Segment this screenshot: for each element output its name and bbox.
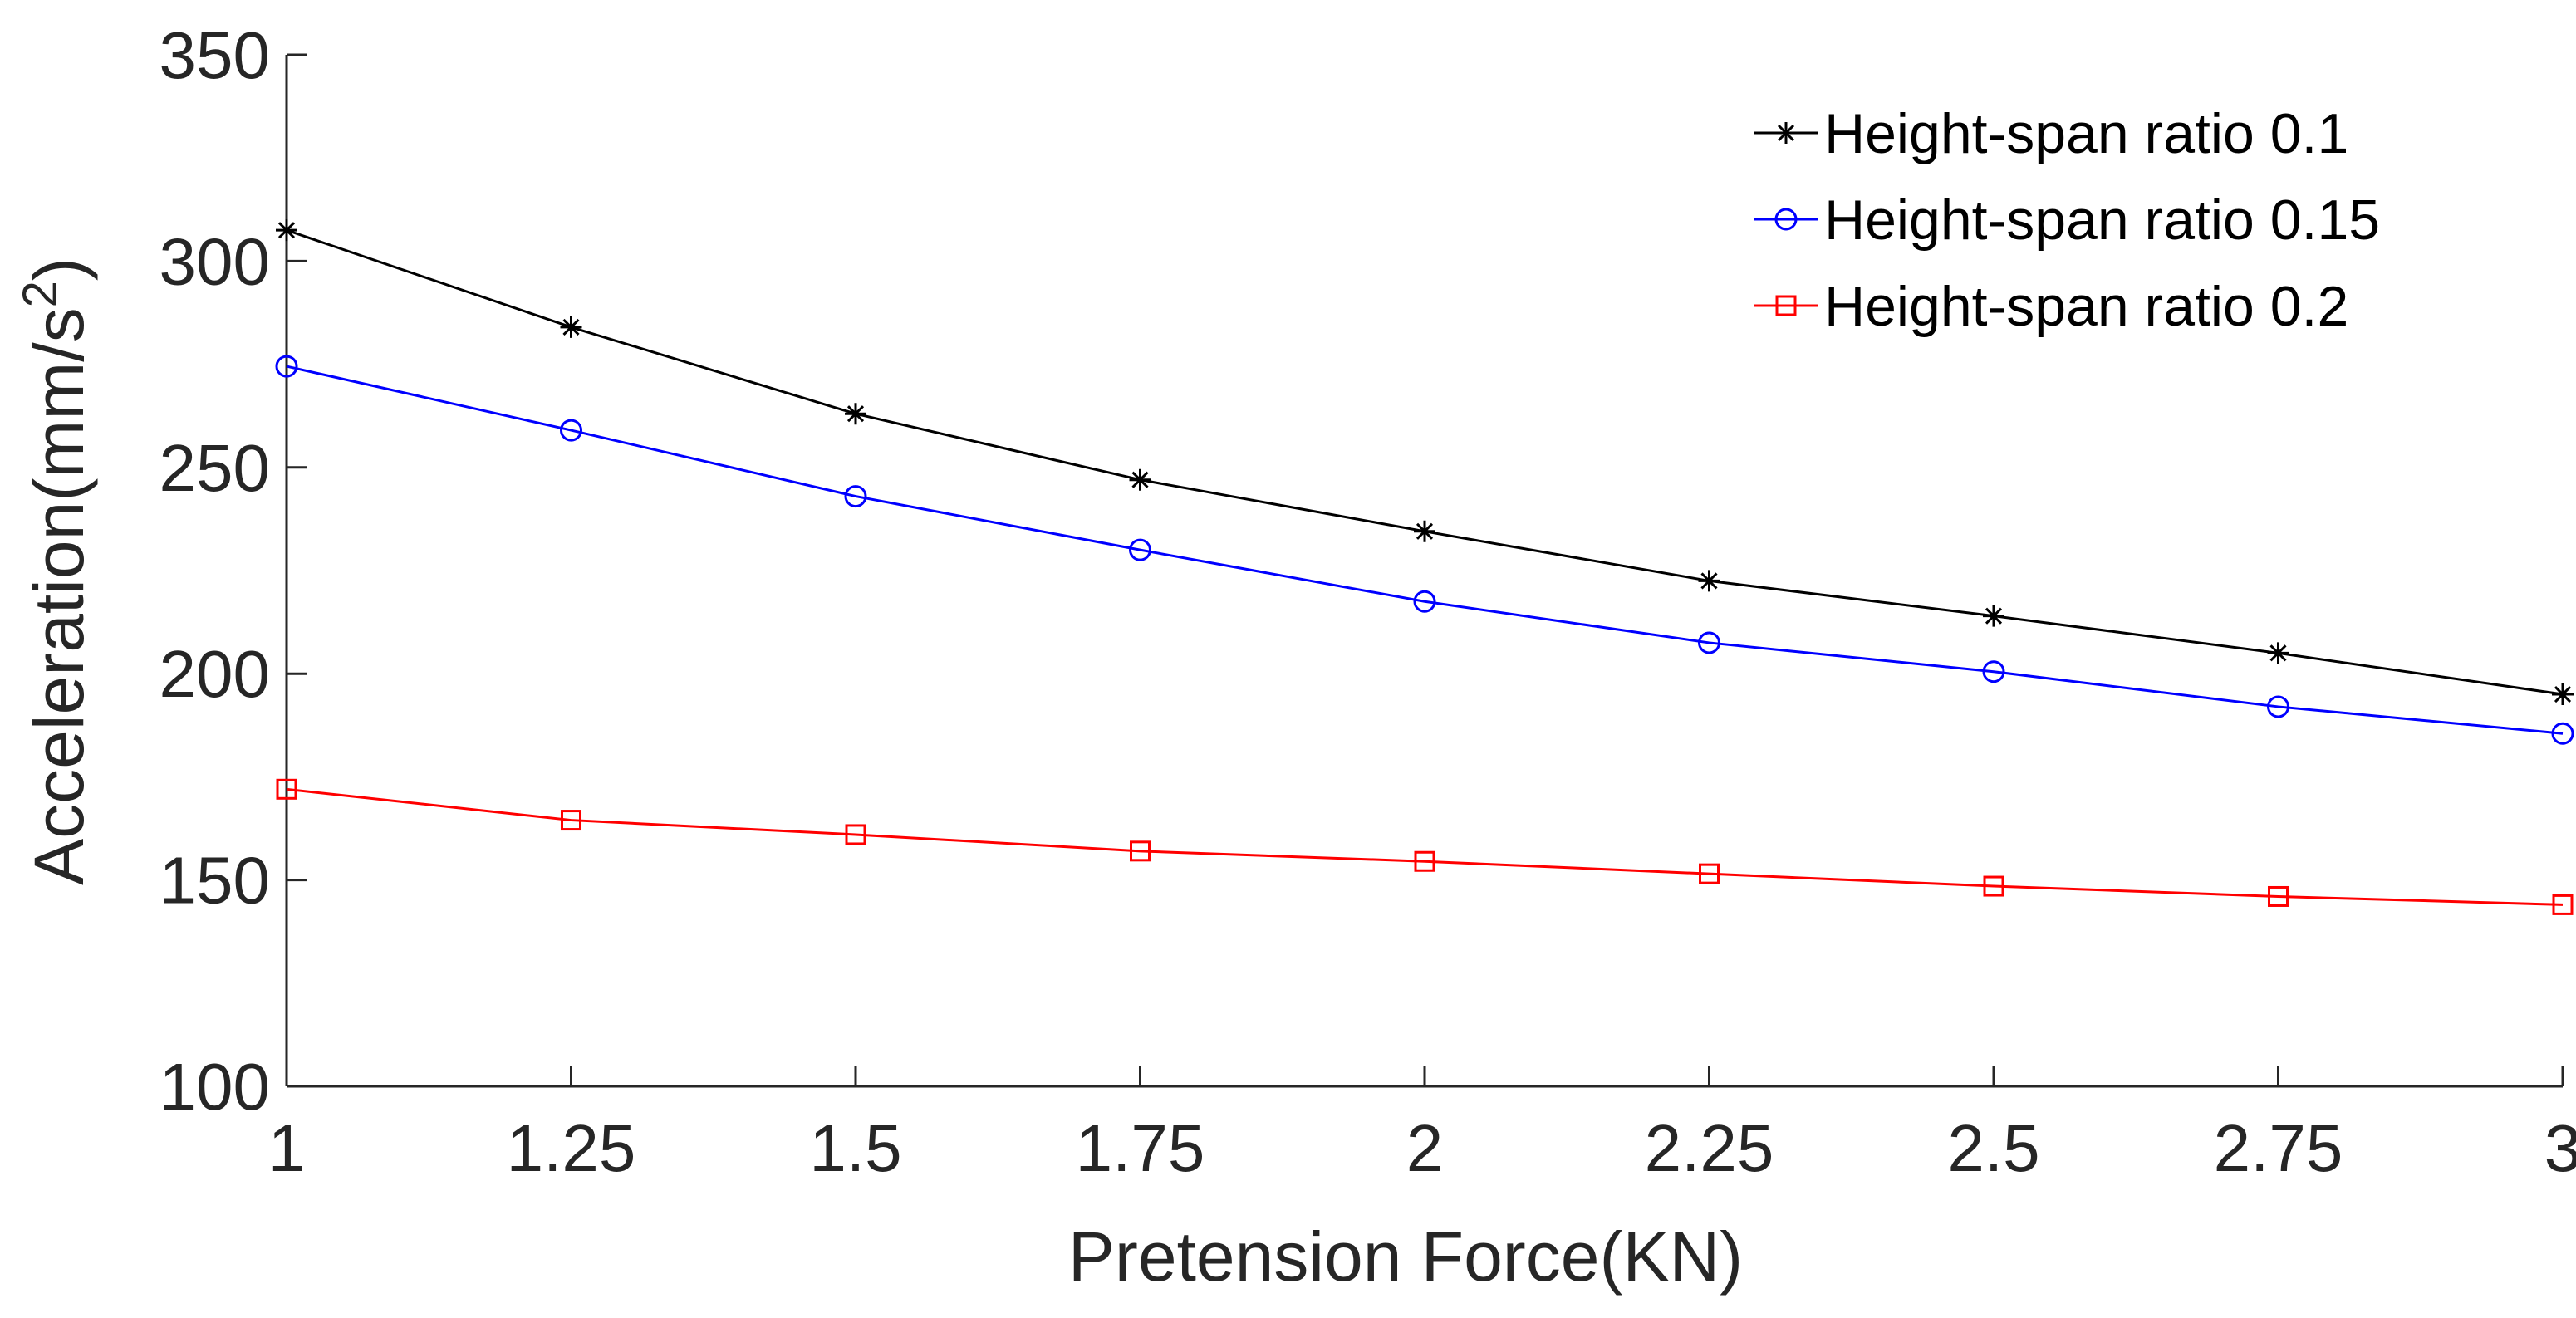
legend-swatch-marker — [1774, 208, 1798, 231]
y-axis-title-close: ) — [20, 257, 98, 281]
series-3-point — [561, 810, 581, 831]
series-1-point — [1129, 468, 1151, 491]
series-1-point — [845, 403, 866, 425]
series-3-point — [1699, 863, 1720, 884]
series-2 — [275, 355, 2574, 745]
y-tick-label: 100 — [159, 1050, 270, 1124]
series-2-point-shape — [1698, 631, 1720, 654]
series-1-point-shape — [1698, 570, 1720, 592]
x-tick-label: 1.25 — [507, 1111, 636, 1185]
axes-layer: 1 1.25 1.5 1.75 2 2.25 2.5 2.75 3 100 150 200 250 300… — [159, 18, 2576, 1185]
series-2-point-shape — [560, 419, 582, 442]
y-tick-label: 250 — [159, 431, 270, 505]
series-1-point — [1983, 605, 2004, 627]
series-3-point-shape — [276, 778, 297, 800]
series-1 — [276, 219, 2574, 706]
y-tick-label: 150 — [159, 844, 270, 918]
series-3-point-shape — [561, 810, 581, 831]
series-1-point — [276, 219, 297, 242]
series-3-point — [845, 824, 866, 845]
series-2-point-shape — [1129, 538, 1151, 561]
x-tick-label: 1.5 — [809, 1111, 901, 1185]
series-3-point-shape — [1699, 863, 1720, 884]
y-tick-label: 300 — [159, 224, 270, 298]
legend-item-2: Height-span ratio 0.15 — [1754, 189, 2380, 252]
x-tick-label: 2.25 — [1645, 1111, 1774, 1185]
legend-label: Height-span ratio 0.1 — [1824, 102, 2348, 165]
series-2-line — [286, 365, 2564, 735]
series-1-point-shape — [1983, 605, 2004, 627]
x-tick-label: 3 — [2544, 1111, 2576, 1185]
series-2-point-shape — [1413, 590, 1436, 613]
series-1-point-shape — [2552, 683, 2574, 706]
legend-item-1: Height-span ratio 0.1 — [1754, 102, 2348, 165]
series-3-point — [276, 778, 297, 800]
series-2-point — [2267, 695, 2289, 718]
legend-swatch-marker — [1775, 122, 1797, 144]
y-tick-label: 200 — [159, 637, 270, 711]
series-2-point — [1982, 660, 2005, 683]
series-3-point-shape — [1130, 840, 1151, 862]
y-axis-title-superscript: 2 — [13, 281, 67, 307]
series-3-point — [2552, 894, 2574, 915]
legend-item-3: Height-span ratio 0.2 — [1754, 275, 2348, 338]
y-tick-label: 350 — [159, 18, 270, 92]
legend-swatch-marker-shape — [1774, 208, 1798, 231]
series-1-point-shape — [845, 403, 866, 425]
legend-swatch-marker-shape — [1775, 295, 1797, 316]
legend-label: Height-span ratio 0.2 — [1824, 275, 2348, 338]
series-2-point-shape — [844, 485, 867, 508]
legend-swatch-marker-shape — [1775, 122, 1797, 144]
series-3-point — [1983, 875, 2004, 897]
series-3-point-shape — [2268, 885, 2289, 907]
series-2-point-shape — [275, 355, 298, 378]
legend: Height-span ratio 0.1 Height-span ratio 0… — [1754, 102, 2380, 338]
series-2-point — [2551, 722, 2574, 745]
series-1-point — [2267, 642, 2289, 664]
legend-label: Height-span ratio 0.15 — [1824, 189, 2380, 252]
series-1-point-shape — [1129, 468, 1151, 491]
series-2-point-shape — [1982, 660, 2005, 683]
y-axis-title-main: Acceleration(mm/s — [20, 307, 98, 885]
series-1-point-shape — [276, 219, 297, 242]
series-3 — [276, 778, 2574, 915]
x-tick-label: 1.75 — [1076, 1111, 1205, 1185]
series-1-point-shape — [2267, 642, 2289, 664]
series-2-point — [560, 419, 582, 442]
series-2-point-shape — [2551, 722, 2574, 745]
series-1-point — [1698, 570, 1720, 592]
series-3-line — [286, 787, 2564, 906]
series-1-point-shape — [1414, 520, 1435, 542]
series-3-point — [2268, 885, 2289, 907]
x-tick-label: 1 — [268, 1111, 306, 1185]
y-axis-title: Acceleration(mm/s2) — [13, 257, 98, 885]
legend-swatch-marker — [1775, 295, 1797, 316]
x-tick-label: 2.5 — [1947, 1111, 2039, 1185]
series-2-point — [275, 355, 298, 378]
series-1-point — [560, 316, 582, 338]
series-2-point-shape — [2267, 695, 2289, 718]
series-3-point-shape — [1983, 875, 2004, 897]
x-tick-label: 2 — [1406, 1111, 1444, 1185]
series-3-point — [1130, 840, 1151, 862]
series-1-point — [1414, 520, 1435, 542]
series-2-point — [1413, 590, 1436, 613]
x-axis-title: Pretension Force(KN) — [1068, 1218, 1743, 1296]
series-3-point-shape — [845, 824, 866, 845]
series-2-point — [1698, 631, 1720, 654]
series-2-point — [1129, 538, 1151, 561]
series-1-point — [2552, 683, 2574, 706]
series-3-point-shape — [1414, 850, 1435, 872]
series-layer — [275, 219, 2574, 915]
x-tick-label: 2.75 — [2214, 1111, 2343, 1185]
series-2-point — [844, 485, 867, 508]
series-3-point — [1414, 850, 1435, 872]
series-1-point-shape — [560, 316, 582, 338]
series-3-point-shape — [2552, 894, 2574, 915]
